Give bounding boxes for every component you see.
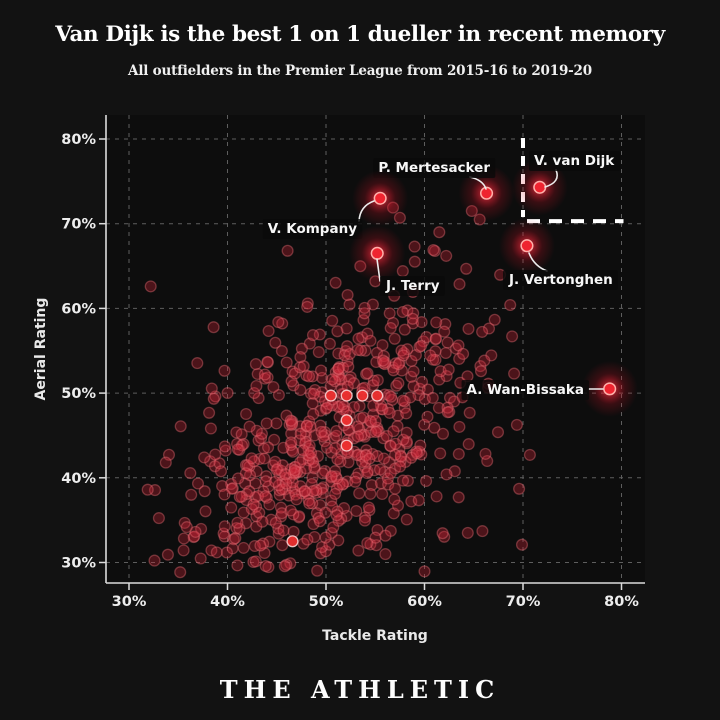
- x-tick-label: 80%: [604, 594, 639, 610]
- player-point: [533, 180, 547, 194]
- player-point: [520, 239, 534, 253]
- y-tick-label: 40%: [61, 471, 96, 487]
- x-tick-label: 60%: [407, 594, 442, 610]
- the-athletic-logo: THE ATHLETIC: [219, 675, 501, 704]
- y-axis-title: Aerial Rating: [33, 298, 49, 401]
- y-tick-label: 80%: [61, 132, 96, 148]
- highlighted-player: V. Kompany: [262, 170, 409, 239]
- player-label: J. Vertonghen: [508, 272, 613, 288]
- highlighted-players: P. Mertesacker V. van Dijk V. Kompany J. Te…: [262, 151, 638, 417]
- player-point: [373, 191, 387, 205]
- callout-line: [358, 200, 375, 222]
- callout-line: [376, 258, 381, 282]
- chart-title: Van Dijk is the best 1 on 1 dueller in r…: [55, 22, 665, 47]
- y-tick-label: 50%: [61, 386, 96, 402]
- axes: [105, 115, 645, 584]
- gridlines: [106, 115, 645, 583]
- player-label-bg: [380, 276, 445, 296]
- player-label-bg: [373, 158, 496, 178]
- player-label-bg: [461, 380, 589, 400]
- player-point: [370, 246, 384, 260]
- player-label-bg: [262, 219, 363, 239]
- highlighted-player: V. van Dijk: [511, 151, 621, 216]
- player-label: V. Kompany: [268, 221, 357, 237]
- scatter-points-cloud: [141, 201, 536, 579]
- highlighted-player: J. Terry: [349, 225, 445, 296]
- highlighted-player: P. Mertesacker: [373, 158, 515, 222]
- player-label-bg: [503, 270, 618, 290]
- y-tick-label: 60%: [61, 301, 96, 317]
- y-tick-label: 70%: [61, 217, 96, 233]
- player-label: V. van Dijk: [534, 153, 615, 169]
- x-axis-title: Tackle Rating: [322, 628, 428, 644]
- chart-subtitle: All outfielders in the Premier League fr…: [128, 63, 592, 79]
- highlighted-player: A. Wan-Bissaka: [461, 360, 638, 417]
- player-label: P. Mertesacker: [378, 160, 490, 176]
- tick-labels: 30% 40% 50% 60% 70% 80% 30% 40% 50% 60% 70% 80%: [61, 132, 639, 610]
- player-point: [603, 382, 617, 396]
- x-tick-label: 50%: [309, 594, 344, 610]
- player-point: [480, 186, 494, 200]
- highlighted-player: J. Vertonghen: [498, 217, 618, 290]
- player-label-bg: [529, 151, 621, 171]
- player-label: J. Terry: [385, 278, 440, 294]
- x-tick-label: 40%: [210, 594, 245, 610]
- player-label: A. Wan-Bissaka: [467, 382, 584, 398]
- callout-line: [544, 169, 558, 188]
- x-tick-label: 30%: [112, 594, 147, 610]
- tick-marks: [99, 138, 623, 590]
- chart-header: Van Dijk is the best 1 on 1 dueller in r…: [0, 0, 720, 79]
- x-tick-label: 70%: [506, 594, 541, 610]
- scatter-points-bright: [286, 389, 384, 548]
- y-tick-label: 30%: [61, 556, 96, 572]
